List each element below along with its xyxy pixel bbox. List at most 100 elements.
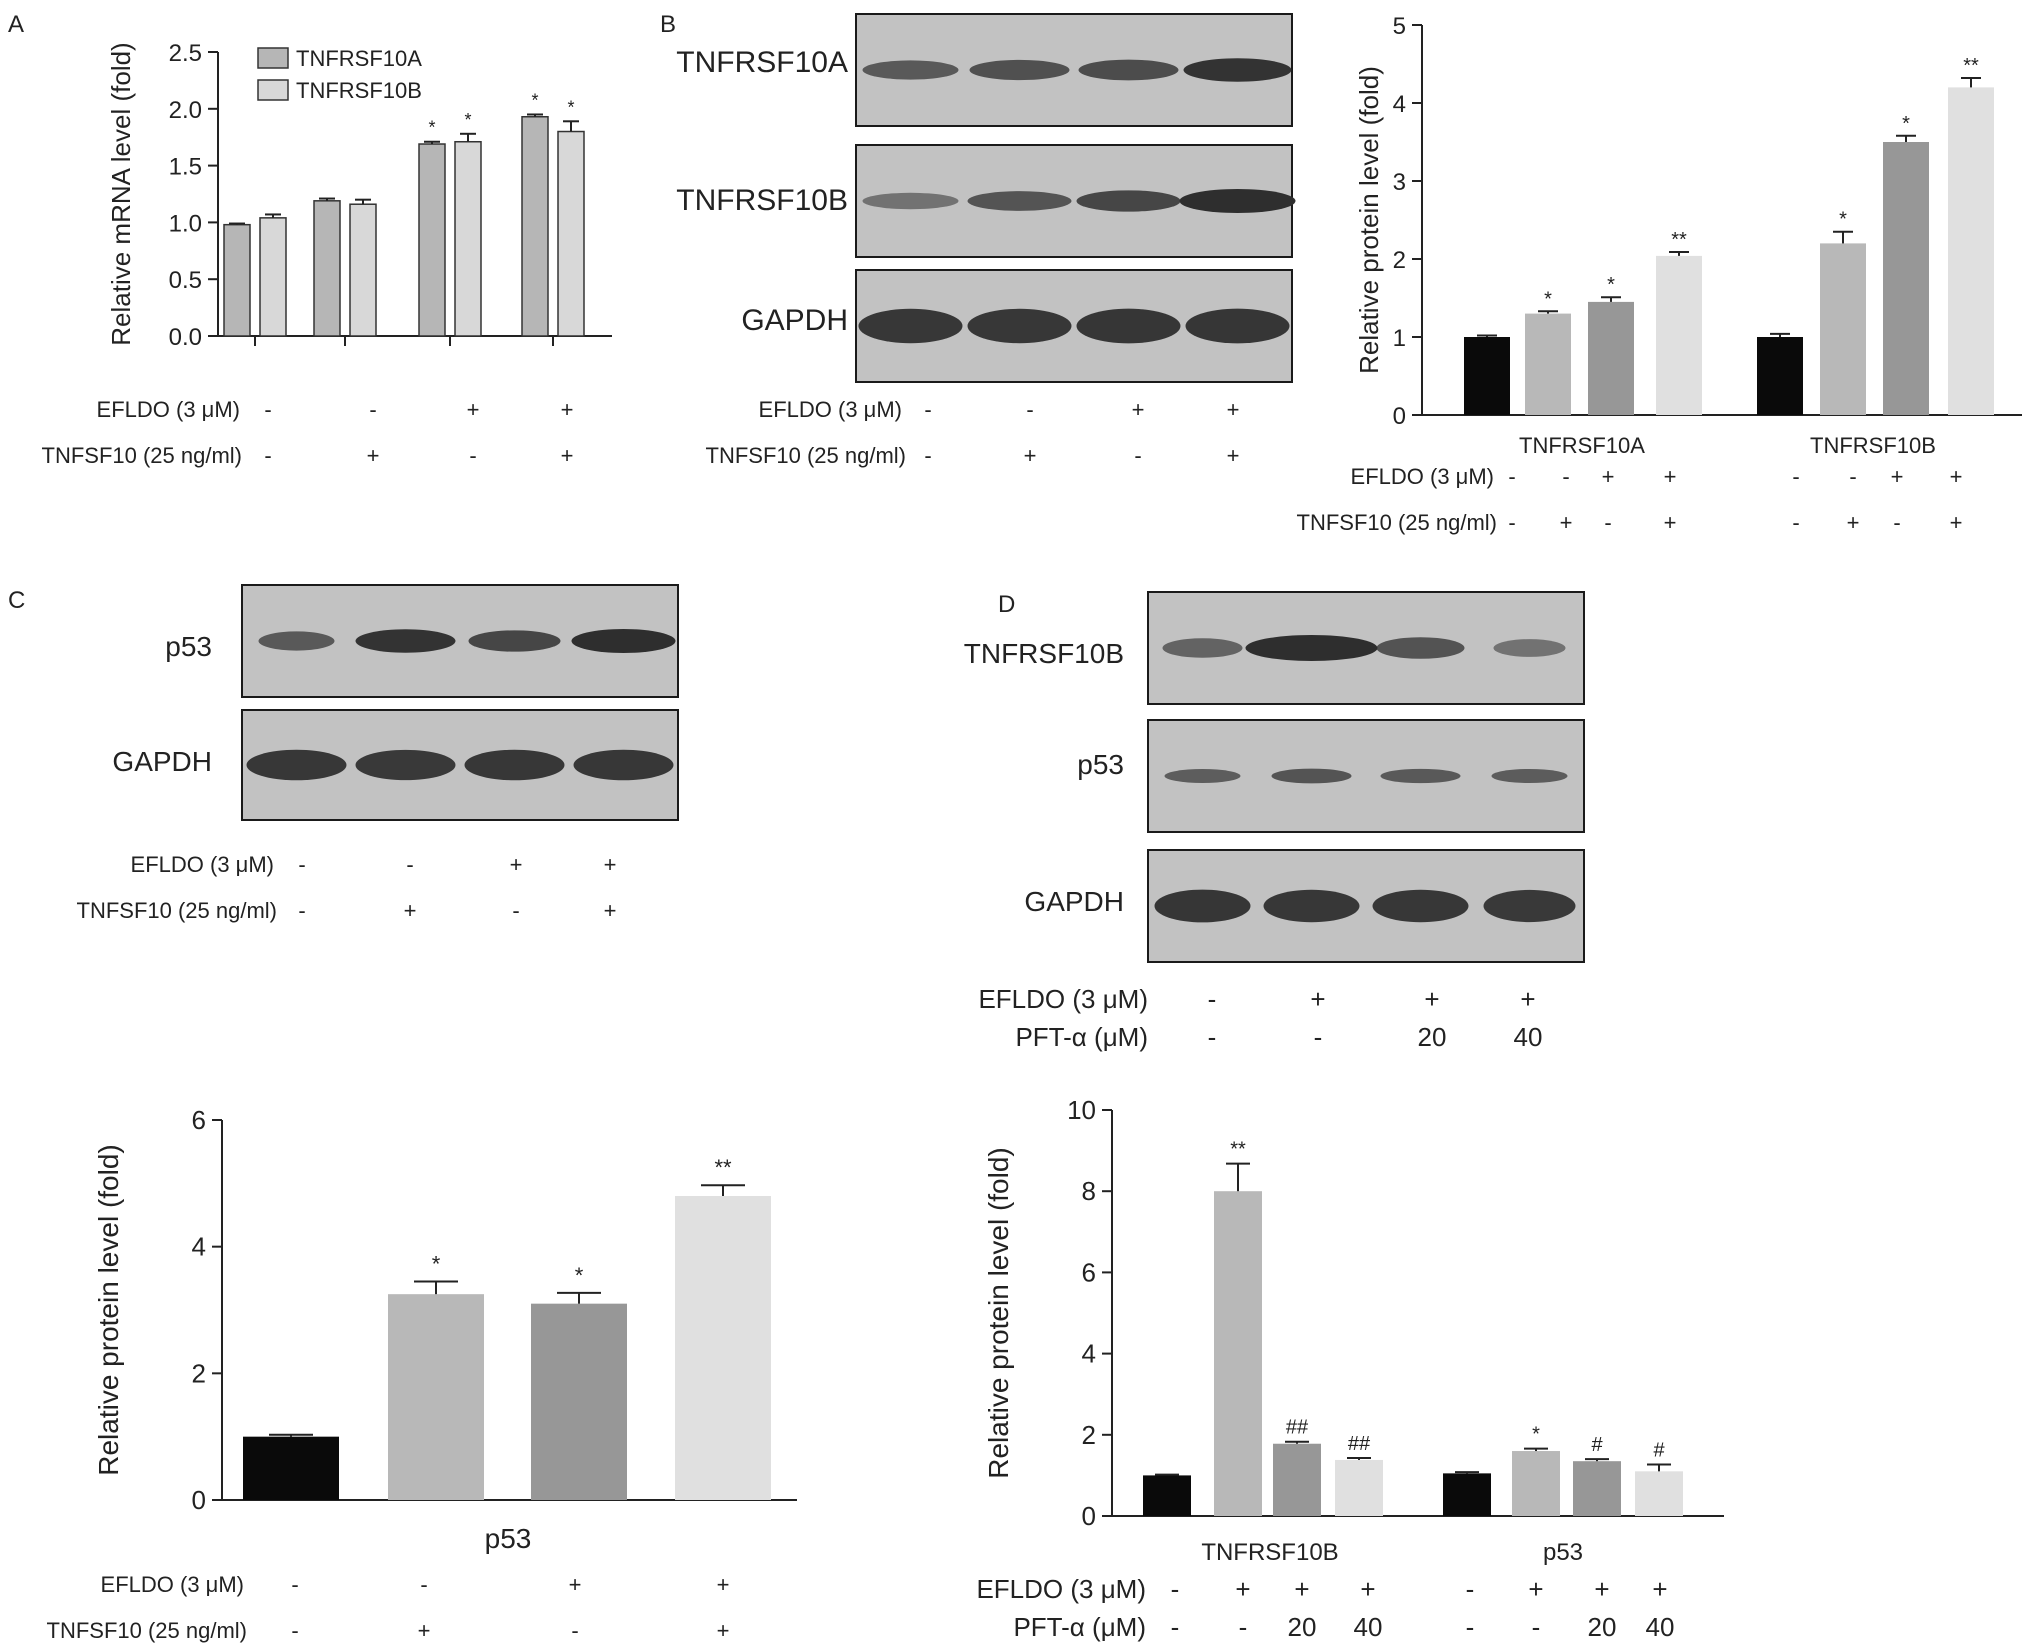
blot-label-p53: p53	[165, 631, 212, 662]
panel-a-legend-swatch	[257, 47, 289, 69]
panel-d-chart-row2-mark: -	[1532, 1612, 1541, 1642]
panel-b-chart-row1-mark: +	[1891, 464, 1904, 489]
panel-d-chart-row2-mark: -	[1466, 1612, 1475, 1642]
panel-a-significance-mark: *	[531, 90, 538, 110]
panel-b-gapdh-band	[1076, 308, 1181, 344]
panel-letter-d: D	[998, 591, 1015, 618]
panel-b-blot-row2-mark: -	[924, 443, 931, 468]
panel-b-bar	[1948, 87, 1994, 416]
panel-d-chart-row1-mark: +	[1652, 1574, 1667, 1604]
panel-a-legend-swatch	[257, 79, 289, 101]
panel-d-bar	[1335, 1459, 1383, 1516]
panel-b-bar	[1883, 142, 1929, 415]
panel-b-y-tick-label: 4	[1393, 91, 1406, 118]
panel-d-chart-row1-mark: -	[1171, 1574, 1180, 1604]
panel-b-y-tick-label: 0	[1393, 403, 1406, 430]
panel-d-chart-row2-mark: 40	[1354, 1612, 1383, 1642]
panel-b-chart-row2-mark: +	[1560, 510, 1573, 535]
panel-b-y-tick-label: 2	[1393, 247, 1406, 274]
panel-a-y-tick-label: 0.5	[169, 267, 202, 294]
panel-b-chart-row1-mark: -	[1562, 464, 1569, 489]
panel-a-y-tick-label: 0.0	[169, 324, 202, 351]
panel-b-significance-mark: **	[1963, 55, 1979, 77]
panel-c-chart-row1-mark: -	[291, 1572, 298, 1597]
panel-b-group-label: TNFRSF10B	[1810, 433, 1936, 458]
panel-d-y-tick-label: 8	[1082, 1176, 1096, 1206]
panel-b-chart-row1-mark: +	[1602, 464, 1615, 489]
panel-b-tnfrsf10a-band	[862, 60, 959, 80]
panel-c-bar	[388, 1294, 484, 1500]
panel-d-bar	[1214, 1191, 1262, 1516]
panel-a-bar	[259, 217, 287, 337]
panel-b-tnfrsf10b-band	[967, 191, 1072, 211]
panel-b-chart-row2-label: TNFSF10 (25 ng/ml)	[1297, 510, 1498, 535]
panel-b-blot-row2-mark: +	[1024, 443, 1037, 468]
panel-c-significance-mark: *	[432, 1252, 441, 1277]
panel-d-blot-row1-mark: -	[1208, 984, 1217, 1014]
panel-d-tnfrsf10b-band	[1245, 635, 1378, 661]
panel-b-blot-row1-mark: -	[1026, 397, 1033, 422]
panel-a-row2-mark: +	[367, 443, 380, 468]
panel-a-y-tick-label: 1.0	[169, 210, 202, 237]
panel-d-chart-row1-mark: -	[1466, 1574, 1475, 1604]
panel-b-gapdh-band	[967, 308, 1072, 344]
panel-b-blot-row1-mark: +	[1132, 397, 1145, 422]
panel-c-chart-row1-mark: +	[569, 1572, 582, 1597]
panel-b-gapdh-band	[1185, 308, 1290, 344]
panel-b-bar	[1757, 337, 1803, 415]
panel-a-row1-mark: +	[561, 397, 574, 422]
panel-b-bar	[1656, 255, 1702, 415]
panel-d-blot-row2-label: PFT-α (μM)	[1015, 1022, 1148, 1052]
panel-b-significance-mark: *	[1839, 209, 1847, 231]
panel-d-significance-mark: #	[1653, 1439, 1665, 1461]
panel-b-chart-row2-mark: -	[1508, 510, 1515, 535]
panel-a-significance-mark: *	[567, 97, 574, 117]
panel-d-y-tick-label: 6	[1082, 1257, 1096, 1287]
panel-d-significance-mark: *	[1532, 1424, 1540, 1446]
panel-c-blot-row2-mark: +	[604, 898, 617, 923]
panel-b-tnfrsf10a-band	[1183, 58, 1292, 82]
panel-d-gapdh-band	[1483, 889, 1576, 923]
panel-b-chart-row2-mark: -	[1792, 510, 1799, 535]
panel-c-gapdh-band	[246, 749, 347, 781]
panel-c-chart-row1-mark: -	[420, 1572, 427, 1597]
panel-d-blot-row1-mark: +	[1310, 984, 1325, 1014]
blot-label-gapdh: GAPDH	[112, 746, 212, 777]
panel-d-chart-row1-mark: +	[1294, 1574, 1309, 1604]
panel-d-significance-mark: **	[1230, 1139, 1246, 1161]
panel-c-blot-row1-mark: +	[604, 852, 617, 877]
panel-c-blot-row1-mark: -	[406, 852, 413, 877]
panel-b-y-tick-label: 5	[1393, 13, 1406, 40]
panel-c-bar	[243, 1436, 339, 1500]
panel-b-y-axis-label: Relative protein level (fold)	[1354, 66, 1384, 374]
panel-d-blot-row1-mark: +	[1424, 984, 1439, 1014]
panel-d-chart-row1-mark: +	[1235, 1574, 1250, 1604]
panel-d-y-tick-label: 0	[1082, 1501, 1096, 1531]
panel-a-legend-label: TNFRSF10A	[296, 46, 422, 71]
panel-c-blot-row2-mark: -	[512, 898, 519, 923]
panel-d-chart-row1-mark: +	[1360, 1574, 1375, 1604]
panel-a-bar	[521, 116, 549, 337]
panel-d-bar	[1635, 1471, 1683, 1516]
panel-b-group-label: TNFRSF10A	[1519, 433, 1645, 458]
panel-c-significance-mark: **	[714, 1155, 732, 1180]
panel-d-chart-row2-mark: 20	[1588, 1612, 1617, 1642]
panel-d-y-tick-label: 2	[1082, 1420, 1096, 1450]
panel-b-significance-mark: *	[1544, 288, 1552, 310]
panel-a-bar	[418, 143, 446, 337]
panel-c-gapdh-band	[355, 749, 456, 781]
blot-label-gapdh: GAPDH	[741, 304, 848, 337]
panel-d-p53-band	[1380, 768, 1461, 784]
panel-c-y-tick-label: 6	[192, 1105, 206, 1135]
panel-b-blot-row1-mark: -	[924, 397, 931, 422]
panel-d-blot-row2-mark: -	[1314, 1022, 1323, 1052]
panel-d-blot-row1-label: EFLDO (3 μM)	[978, 984, 1148, 1014]
panel-b-tnfrsf10b-band	[1179, 189, 1296, 213]
panel-b-tnfrsf10b-band	[1076, 190, 1181, 212]
panel-d-tnfrsf10b-band	[1162, 638, 1243, 658]
panel-c-chart-row2-label: TNFSF10 (25 ng/ml)	[47, 1618, 248, 1643]
panel-a-bar	[223, 223, 251, 337]
blot-label-tnfrsf10b: TNFRSF10B	[676, 184, 848, 217]
